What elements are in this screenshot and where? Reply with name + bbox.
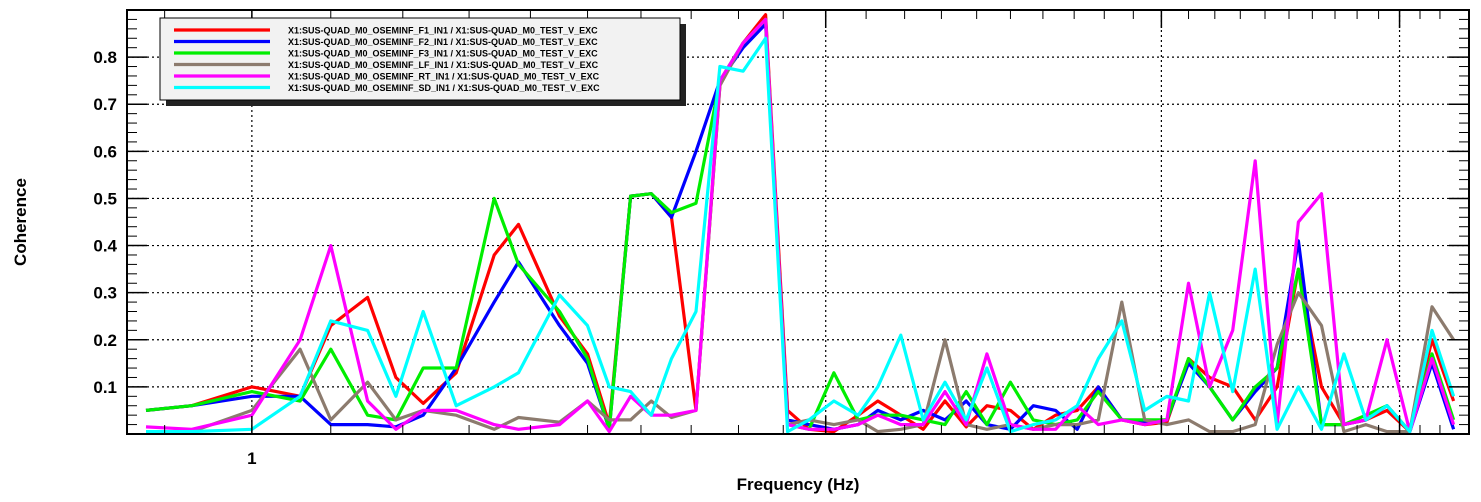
y-tick-label: 0.2 [93, 331, 117, 350]
series-line-4 [145, 17, 1456, 434]
y-tick-label: 0.3 [93, 284, 117, 303]
legend-entry: X1:SUS-QUAD_M0_OSEMINF_SD_IN1 / X1:SUS-Q… [288, 83, 600, 93]
legend-entry: X1:SUS-QUAD_M0_OSEMINF_RT_IN1 / X1:SUS-Q… [288, 72, 600, 82]
series-line-5 [146, 36, 1456, 434]
legend-entry: X1:SUS-QUAD_M0_OSEMINF_LF_IN1 / X1:SUS-Q… [288, 60, 599, 70]
y-tick-label: 0.8 [93, 48, 117, 67]
y-axis-title: Coherence [11, 178, 30, 266]
y-tick-label: 0.1 [93, 378, 117, 397]
legend-entry: X1:SUS-QUAD_M0_OSEMINF_F3_IN1 / X1:SUS-Q… [288, 49, 598, 59]
y-tick-label: 0.4 [93, 237, 117, 256]
series-layer [145, 13, 1456, 434]
grid-lines [127, 10, 1469, 434]
tick-labels: 0.1 0.2 0.3 0.4 0.5 0.6 0.7 0.8 1 [93, 48, 256, 468]
y-tick-label: 0.5 [93, 189, 117, 208]
plot-frame [126, 9, 1470, 435]
y-tick-label: 0.6 [93, 142, 117, 161]
series-line-2 [145, 17, 1456, 434]
legend: X1:SUS-QUAD_M0_OSEMINF_F1_IN1 / X1:SUS-Q… [159, 17, 686, 106]
x-axis-title: Frequency (Hz) [737, 475, 860, 494]
y-tick-label: 0.7 [93, 95, 117, 114]
series-line-3 [146, 17, 1455, 434]
legend-entry: X1:SUS-QUAD_M0_OSEMINF_F1_IN1 / X1:SUS-Q… [288, 26, 598, 36]
legend-entry: X1:SUS-QUAD_M0_OSEMINF_F2_IN1 / X1:SUS-Q… [288, 37, 598, 47]
x-tick-label: 1 [247, 449, 256, 468]
